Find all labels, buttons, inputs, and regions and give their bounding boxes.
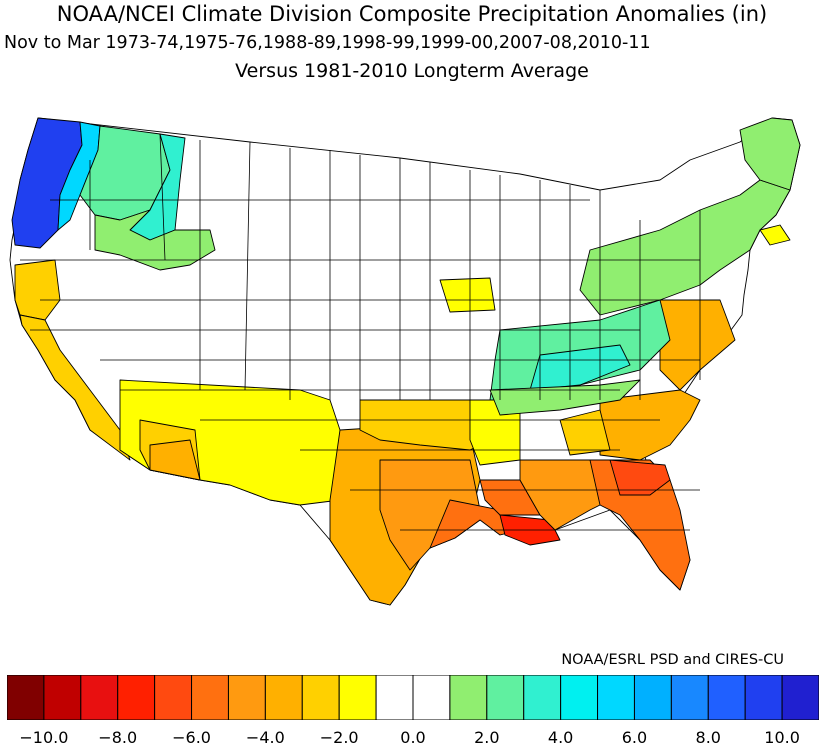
legend-swatch xyxy=(670,675,709,720)
region-ca-south xyxy=(19,314,131,461)
region-or-north xyxy=(94,209,216,271)
legend-swatch xyxy=(117,675,156,720)
legend-swatch xyxy=(560,675,599,720)
legend-swatch xyxy=(523,675,562,720)
map-subtitle-baseline: Versus 1981-2010 Longterm Average xyxy=(235,60,589,82)
region-ga-coast xyxy=(609,459,671,496)
legend-swatch xyxy=(264,675,303,720)
legend-swatch xyxy=(80,675,119,720)
legend-tick-label: −10.0 xyxy=(19,728,69,747)
legend-tick-label: −8.0 xyxy=(98,728,138,747)
legend-swatch xyxy=(154,675,193,720)
legend-swatch xyxy=(781,675,819,720)
legend-swatch xyxy=(486,675,525,720)
region-carolinas xyxy=(599,389,701,461)
legend-tick-label: −6.0 xyxy=(172,728,211,747)
legend-swatch xyxy=(707,675,746,720)
anomaly-regions xyxy=(9,117,801,606)
legend-tick-label: −4.0 xyxy=(245,728,285,747)
legend-swatch xyxy=(338,675,377,720)
legend-tick-label: 4.0 xyxy=(547,728,574,747)
data-credit: NOAA/ESRL PSD and CIRES-CU xyxy=(561,652,784,668)
legend-swatch xyxy=(375,675,414,720)
map-subtitle-years: Nov to Mar 1973-74,1975-76,1988-89,1998-… xyxy=(4,33,651,53)
legend-swatch xyxy=(43,675,82,720)
color-legend-bar xyxy=(7,675,819,720)
legend-swatch xyxy=(744,675,783,720)
legend-swatch xyxy=(191,675,229,720)
region-az-south xyxy=(149,439,201,481)
region-maine xyxy=(739,117,801,191)
legend-tick-label: −2.0 xyxy=(319,728,359,747)
region-iowa xyxy=(439,277,496,313)
region-va-east xyxy=(659,299,736,391)
legend-tick-label: 2.0 xyxy=(474,728,500,747)
legend-swatch xyxy=(412,675,451,720)
map-title: NOAA/NCEI Climate Division Composite Pre… xyxy=(56,2,768,26)
legend-tick-label: 8.0 xyxy=(695,728,721,747)
legend-swatch xyxy=(449,675,488,720)
division-borders xyxy=(20,133,701,531)
region-mass xyxy=(759,224,791,246)
legend-tick-label: 0.0 xyxy=(400,728,426,747)
legend-swatch xyxy=(633,675,672,720)
region-kentucky xyxy=(529,344,631,391)
legend-tick-label: 10.0 xyxy=(764,728,800,747)
legend-swatch xyxy=(7,675,45,720)
precipitation-anomaly-map xyxy=(9,117,801,606)
legend-swatch xyxy=(597,675,635,720)
legend-tick-label: 6.0 xyxy=(621,728,648,747)
legend-swatch xyxy=(227,675,266,720)
legend-swatch xyxy=(301,675,340,720)
